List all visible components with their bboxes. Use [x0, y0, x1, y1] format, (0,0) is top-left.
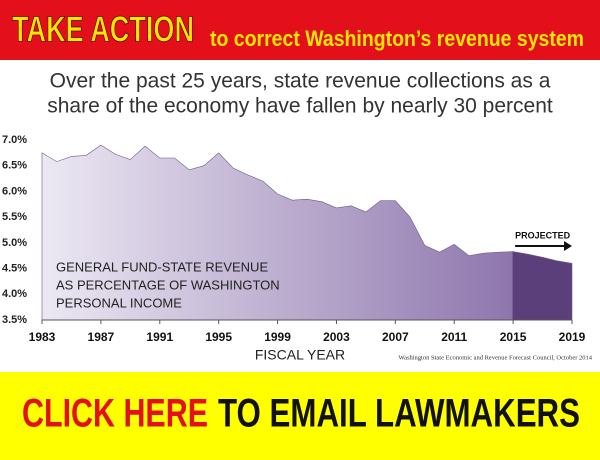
chart-title: share of the economy have fallen by near… [47, 95, 553, 118]
x-tick-label: 2007 [382, 330, 409, 344]
y-tick-label: 4.5% [2, 262, 27, 274]
area-historical [41, 144, 514, 321]
y-tick-label: 5.5% [2, 211, 27, 223]
x-tick-label: 1987 [88, 330, 115, 344]
y-tick-label: 7.0% [2, 134, 27, 146]
annotation-arrowhead [564, 241, 572, 251]
series-label: GENERAL FUND-STATE REVENUE [56, 259, 268, 274]
source: Washington State Economic and Revenue Fo… [398, 354, 592, 361]
button-background[interactable] [0, 372, 600, 460]
annotation: PROJECTED [515, 230, 571, 240]
y-tick-label: 3.5% [2, 314, 27, 326]
x-tick-label: 2015 [500, 330, 527, 344]
button-text[interactable]: TO EMAIL LAWMAKERS [218, 392, 580, 436]
area-projected [512, 251, 573, 321]
subline: to correct Washington’s revenue system [210, 26, 584, 51]
email-button[interactable]: CLICK HERE TO EMAIL LAWMAKERS [0, 372, 600, 460]
series-label: AS PERCENTAGE OF WASHINGTON [56, 277, 280, 292]
series-label: PERSONAL INCOME [56, 295, 182, 310]
chart-title: Over the past 25 years, state revenue co… [50, 70, 551, 93]
x-tick-label: 2019 [559, 330, 586, 344]
y-tick-label: 4.0% [2, 288, 27, 300]
x-tick-label: 1991 [146, 330, 173, 344]
y-tick-label: 6.5% [2, 160, 27, 172]
plot: 3.5% 4.0% 4.5% 5.0% 5.5% 6.0% 6.5% 7.0% 1983 1987… [2, 134, 586, 344]
button-highlight[interactable]: CLICK HERE [22, 392, 208, 436]
top-banner [0, 0, 600, 60]
x-axis-title: FISCAL YEAR [255, 347, 345, 363]
y-tick-label: 6.0% [2, 185, 27, 197]
x-tick-label: 2003 [323, 330, 350, 344]
x-tick-label: 1995 [205, 330, 232, 344]
x-tick-label: 1983 [29, 330, 56, 344]
headline: TAKE ACTION [12, 9, 194, 50]
x-tick-label: 1999 [264, 330, 291, 344]
y-tick-label: 5.0% [2, 237, 27, 249]
x-tick-label: 2011 [441, 330, 467, 344]
